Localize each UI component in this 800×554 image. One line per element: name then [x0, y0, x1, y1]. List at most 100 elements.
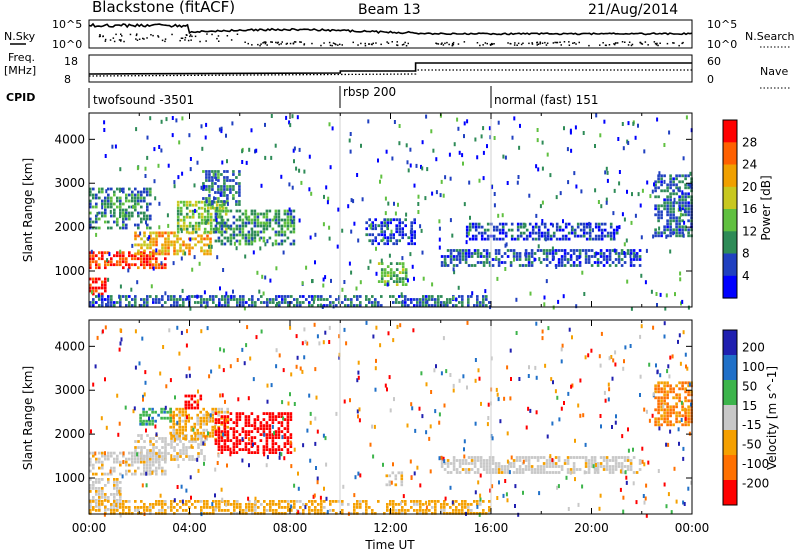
velocity-cell [372, 334, 375, 339]
nsearch-point [129, 33, 132, 36]
velocity-cell [488, 509, 491, 512]
power-cell [392, 236, 395, 240]
velocity-cell [316, 334, 319, 339]
velocity-cell [145, 413, 148, 417]
power-cell [125, 208, 128, 212]
velocity-cell [110, 454, 113, 458]
velocity-cell [515, 456, 519, 459]
power-cell [386, 274, 390, 277]
velocity-cell [473, 456, 477, 459]
velocity-cell [529, 408, 532, 413]
power-cell [582, 225, 586, 229]
power-cell [380, 274, 384, 277]
velocity-cell [308, 506, 311, 509]
velocity-cell [190, 394, 194, 398]
velocity-cell [223, 422, 226, 426]
power-cell [206, 218, 210, 222]
velocity-cell [158, 466, 161, 470]
velocity-cell [663, 321, 666, 326]
power-cell [612, 231, 616, 235]
power-cell [603, 234, 607, 238]
power-cell [308, 304, 311, 307]
velocity-cell [103, 512, 106, 517]
power-cell [629, 249, 633, 252]
power-cell [140, 304, 143, 307]
power-cell [303, 169, 306, 174]
power-cell [170, 231, 173, 235]
power-cell [179, 218, 183, 222]
velocity-cell [217, 453, 220, 458]
velocity-cell [455, 471, 459, 474]
velocity-cell [681, 381, 684, 385]
velocity-cell [176, 458, 179, 461]
velocity-cell [166, 410, 169, 414]
velocity-cell [587, 462, 591, 465]
power-cell [359, 301, 362, 304]
power-cell [274, 242, 278, 246]
power-cell [428, 295, 431, 298]
power-cell [634, 135, 637, 140]
power-cell [660, 234, 663, 238]
nsearch-point [653, 41, 656, 43]
power-cell [262, 215, 266, 219]
velocity-cell [357, 375, 360, 380]
velocity-cell [660, 402, 663, 406]
power-cell [476, 295, 479, 298]
power-cell [554, 249, 558, 252]
power-cell [212, 172, 215, 177]
power-cell [623, 242, 626, 247]
power-cell [239, 301, 242, 304]
power-cell [438, 226, 441, 231]
power-cell [202, 170, 205, 173]
power-cell [194, 243, 197, 247]
velocity-cell [386, 503, 389, 506]
velocity-cell [262, 412, 266, 415]
power-cell [488, 252, 492, 255]
velocity-cell [389, 503, 392, 506]
power-cell [155, 260, 158, 264]
power-cell [92, 226, 95, 230]
power-cell [280, 227, 284, 231]
velocity-cell [558, 417, 561, 422]
power-cell [341, 287, 344, 292]
velocity-cell [223, 421, 227, 424]
power-cell [140, 220, 143, 224]
power-cell [143, 298, 146, 301]
velocity-cell [419, 500, 422, 503]
power-cell [173, 298, 176, 301]
power-cell [404, 295, 407, 298]
power-cell [125, 211, 128, 215]
power-cell [401, 233, 404, 237]
velocity-cell [338, 500, 341, 503]
power-cell [227, 298, 230, 301]
power-cell [238, 218, 242, 222]
power-cell [645, 248, 648, 253]
velocity-cell [657, 402, 660, 406]
power-cell [211, 203, 214, 206]
power-cell [155, 237, 158, 241]
velocity-cell [425, 430, 428, 435]
velocity-cell [554, 462, 558, 465]
velocity-cell [136, 452, 139, 457]
power-cell [570, 254, 573, 259]
velocity-cell [224, 509, 227, 512]
velocity-cell [190, 416, 193, 420]
velocity-cell [518, 377, 521, 381]
power-cell [386, 227, 389, 231]
velocity-cell [239, 509, 242, 512]
power-cell [122, 202, 125, 206]
power-cell [242, 301, 245, 304]
power-cell [244, 242, 248, 246]
velocity-cell [335, 411, 338, 416]
velocity-cell [316, 429, 319, 434]
velocity-cell [202, 434, 205, 438]
velocity-cell [629, 459, 633, 462]
power-cell [266, 298, 269, 301]
power-cell [212, 200, 216, 204]
power-cell [498, 222, 502, 226]
velocity-cell [458, 509, 461, 512]
velocity-cell [425, 500, 428, 505]
velocity-cell [286, 424, 290, 427]
power-cell [687, 207, 690, 211]
velocity-cell [119, 451, 122, 455]
